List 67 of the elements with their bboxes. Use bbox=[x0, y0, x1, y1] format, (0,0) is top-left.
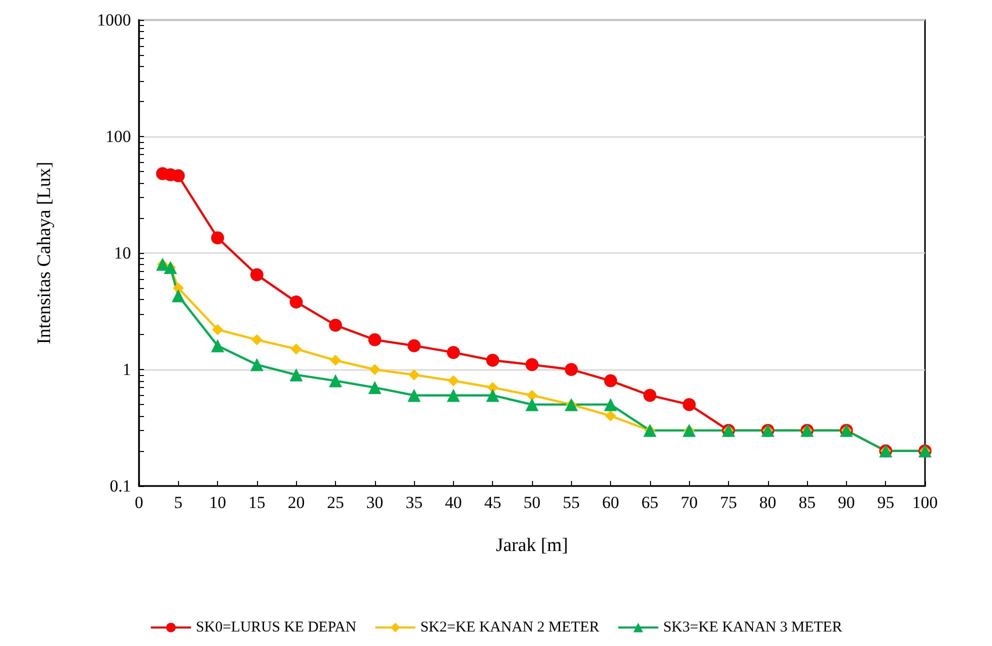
point bbox=[408, 339, 421, 352]
point bbox=[329, 318, 342, 332]
x-tick-label: 25 bbox=[327, 493, 344, 512]
point bbox=[564, 363, 578, 376]
point bbox=[368, 333, 382, 346]
point bbox=[212, 324, 224, 336]
point bbox=[368, 381, 382, 394]
x-tick-label: 95 bbox=[877, 493, 894, 512]
point bbox=[330, 354, 341, 366]
x-tick-label: 20 bbox=[288, 493, 305, 512]
point bbox=[250, 268, 264, 282]
point bbox=[486, 388, 500, 402]
x-tick-label: 55 bbox=[562, 493, 580, 512]
point bbox=[211, 231, 224, 244]
y-tick-label: 10 bbox=[114, 244, 131, 262]
point bbox=[604, 398, 618, 412]
x-tick-label: 45 bbox=[484, 493, 502, 512]
point bbox=[446, 346, 460, 359]
x-tick-label: 30 bbox=[366, 493, 384, 512]
legend-label: SK0=LURUS KE DEPAN bbox=[196, 620, 357, 636]
point bbox=[172, 282, 184, 294]
point bbox=[526, 358, 538, 372]
x-tick-label: 90 bbox=[838, 493, 855, 512]
x-tick-label: 40 bbox=[444, 493, 462, 512]
point bbox=[643, 388, 656, 402]
point bbox=[172, 289, 185, 302]
x-tick-label: 50 bbox=[524, 493, 540, 512]
y-tick-label: 0.1 bbox=[110, 476, 131, 496]
point bbox=[446, 388, 460, 402]
x-tick-label: 75 bbox=[720, 493, 737, 512]
x-tick-label: 5 bbox=[174, 493, 183, 512]
point bbox=[329, 374, 342, 388]
x-tick-label: 100 bbox=[912, 493, 938, 512]
point bbox=[250, 358, 264, 372]
x-tick-label: 60 bbox=[602, 493, 620, 512]
y-tick-label: 1000 bbox=[97, 10, 131, 30]
x-tick-label: 85 bbox=[798, 493, 816, 512]
point bbox=[682, 398, 696, 412]
point bbox=[486, 354, 500, 367]
legend-label: SK3=KE KANAN 3 METER bbox=[663, 620, 842, 636]
point bbox=[526, 390, 538, 401]
x-tick-label: 15 bbox=[248, 493, 266, 512]
point bbox=[369, 364, 380, 375]
y-tick-label: 1 bbox=[122, 360, 131, 379]
x-axis-title: Jarak [m] bbox=[496, 535, 568, 556]
x-tick-label: 80 bbox=[759, 493, 776, 512]
point bbox=[408, 369, 420, 380]
point bbox=[251, 334, 262, 346]
point bbox=[290, 343, 302, 354]
point bbox=[604, 374, 618, 388]
y-axis-title: Intensitas Cahaya [Lux] bbox=[34, 162, 55, 344]
point bbox=[605, 410, 616, 422]
x-tick-label: 70 bbox=[680, 493, 698, 512]
legend-label: SK2=KE KANAN 2 METER bbox=[420, 620, 600, 636]
point bbox=[211, 339, 224, 352]
y-tick-label: 100 bbox=[106, 127, 131, 146]
point bbox=[290, 368, 303, 382]
point bbox=[172, 169, 185, 182]
point bbox=[526, 398, 538, 412]
x-tick-label: 65 bbox=[641, 493, 658, 512]
x-tick-label: 35 bbox=[406, 493, 423, 512]
x-tick-label: 10 bbox=[209, 493, 226, 512]
point bbox=[448, 375, 459, 386]
point bbox=[290, 295, 303, 308]
point bbox=[408, 388, 421, 402]
point bbox=[487, 382, 498, 394]
x-tick-label: 0 bbox=[134, 493, 144, 512]
